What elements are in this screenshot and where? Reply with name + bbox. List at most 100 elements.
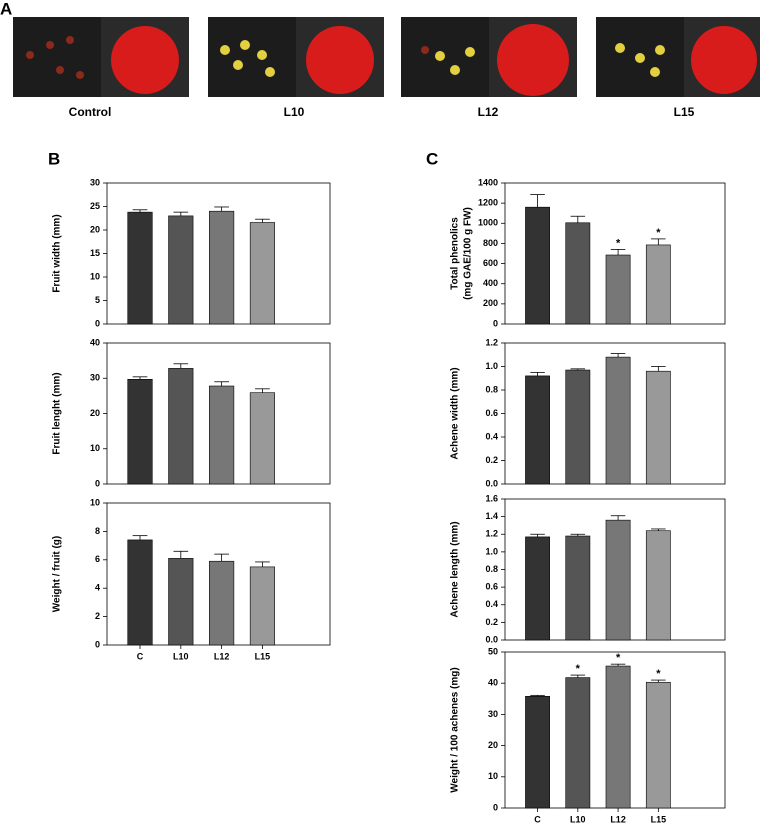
y-tick-label: 0 [95,318,100,328]
y-tick-label: 1.0 [485,361,498,371]
strawberry [497,24,569,96]
significance-mark: * [656,227,661,239]
y-tick-label: 0.4 [485,431,498,441]
x-tick-label: L10 [570,814,586,823]
bar [525,206,550,325]
strawberry [691,26,757,94]
bar [645,244,671,325]
bar [645,370,671,485]
y-tick-label: 50 [488,646,498,656]
y-tick-label: 1.0 [485,546,498,556]
y-tick-label: 4 [95,583,100,593]
y-tick-label: 800 [483,238,498,248]
y-tick-label: 25 [90,201,100,211]
x-tick-label: L15 [255,651,271,661]
strawberry [111,26,179,94]
y-tick-label: 0 [493,318,498,328]
y-tick-label: 0 [95,639,100,649]
bar [565,222,591,325]
bar [605,254,631,325]
x-tick-label: L12 [214,651,230,661]
significance-mark: * [576,663,581,675]
y-tick-label: 1.2 [485,529,498,539]
y-tick-label: 10 [90,443,100,453]
photo-achenes [13,17,101,97]
photo-caption: L10 [284,105,305,119]
y-tick-label: 1200 [478,198,498,208]
bar [525,536,550,641]
y-tick-label: 15 [90,248,100,258]
bar [249,392,275,485]
significance-mark: * [656,668,661,680]
bar [127,539,153,646]
y-tick-label: 0.0 [485,634,498,644]
y-tick-label: 1400 [478,177,498,187]
y-tick-label: 10 [488,771,498,781]
y-tick-label: 0.2 [485,455,498,465]
bar [605,665,631,809]
bar [168,368,194,485]
y-tick-label: 0.2 [485,617,498,627]
bar [249,222,275,325]
bar [525,375,550,485]
photo-caption: L12 [478,105,499,119]
y-tick-label: 1.4 [485,511,498,521]
y-tick-label: 0.8 [485,384,498,394]
y-tick-label: 6 [95,554,100,564]
x-tick-label: C [534,814,541,823]
bar [645,530,671,641]
y-axis-label: Total phenolics [450,217,461,290]
bar [605,519,631,641]
bar [209,385,235,485]
y-axis-label: (mg GAE/100 g FW) [463,207,474,300]
y-tick-label: 600 [483,258,498,268]
y-tick-label: 2 [95,611,100,621]
y-axis-label: Weight / 100 achenes (mg) [450,667,461,792]
photos [13,17,760,97]
y-tick-label: 10 [90,271,100,281]
significance-mark: * [616,237,621,249]
y-tick-label: 30 [90,177,100,187]
y-tick-label: 40 [488,678,498,688]
bar [127,379,153,485]
y-tick-label: 40 [90,337,100,347]
y-tick-label: 0 [95,478,100,488]
y-tick-label: 1000 [478,218,498,228]
y-axis-label: Achene length (mm) [450,521,461,617]
bar [249,566,275,646]
significance-mark: * [616,652,621,664]
y-tick-label: 0.6 [485,408,498,418]
bar [168,215,194,325]
strawberry [306,26,374,94]
y-tick-label: 1.2 [485,337,498,347]
bar [209,210,235,325]
y-tick-label: 0 [493,802,498,812]
y-tick-label: 400 [483,278,498,288]
bar [565,677,591,809]
y-tick-label: 1.6 [485,493,498,503]
y-axis-label: Achene width (mm) [450,367,461,459]
y-tick-label: 8 [95,526,100,536]
y-tick-label: 0.6 [485,582,498,592]
y-axis-label: Fruit width (mm) [52,214,63,292]
y-tick-label: 200 [483,298,498,308]
y-axis-label: Weight / fruit (g) [52,536,63,612]
photo-caption: L15 [674,105,695,119]
y-tick-label: 30 [90,373,100,383]
bar [168,558,194,646]
y-tick-label: 0.0 [485,478,498,488]
bar [605,356,631,485]
x-tick-label: C [137,651,144,661]
panel-label: C [426,149,438,168]
y-tick-label: 0.8 [485,564,498,574]
y-axis-label: Fruit lenght (mm) [52,372,63,454]
panel-label: B [48,149,60,168]
y-tick-label: 20 [90,408,100,418]
y-tick-label: 5 [95,295,100,305]
bar [209,560,235,646]
y-tick-label: 30 [488,709,498,719]
bar [525,696,550,809]
photo-achenes [401,17,489,97]
photo-caption: Control [69,105,112,119]
